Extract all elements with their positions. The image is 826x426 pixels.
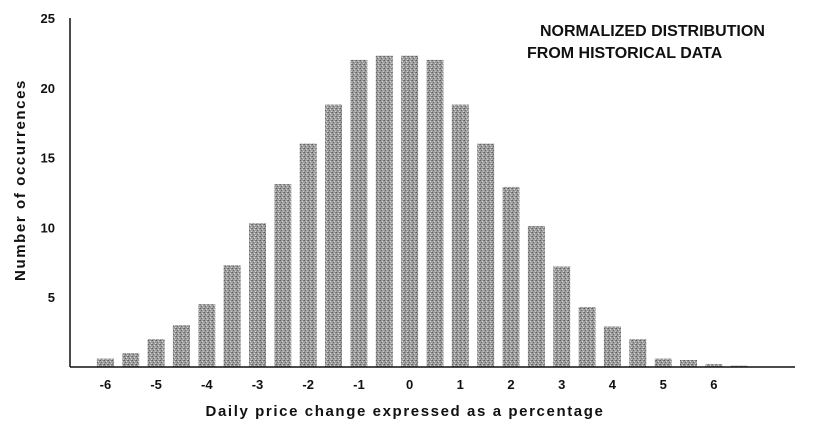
- bar-14: [451, 104, 469, 367]
- bar-23: [680, 360, 697, 367]
- bar-13: [426, 59, 444, 368]
- bar-10: [350, 59, 368, 368]
- bar-12: [401, 55, 419, 367]
- bar-15: [477, 143, 495, 367]
- bar-24: [705, 364, 723, 367]
- bar-7: [274, 184, 292, 367]
- bar-9: [325, 104, 342, 367]
- y-tick-label: 5: [48, 290, 55, 305]
- y-tick-labels: 5 10 15 20 25: [41, 11, 55, 305]
- x-tick-label: -1: [353, 377, 365, 392]
- bar-5: [223, 265, 241, 367]
- bars-layer: [96, 55, 748, 368]
- bar-19: [578, 307, 596, 367]
- x-tick-label: -6: [100, 377, 112, 392]
- x-tick-label: -2: [302, 377, 314, 392]
- x-axis-title: Daily price change expressed as a percen…: [206, 403, 605, 420]
- x-tick-label: 6: [710, 377, 717, 392]
- y-axis-title: Number of occurrences: [12, 79, 29, 281]
- x-tick-label: 5: [660, 377, 667, 392]
- x-tick-label: -3: [252, 377, 264, 392]
- y-tick-label: 25: [41, 11, 55, 26]
- bar-17: [527, 226, 545, 367]
- bar-16: [502, 186, 520, 367]
- x-tick-label: 0: [406, 377, 413, 392]
- bar-21: [629, 339, 647, 367]
- bar-11: [375, 55, 393, 367]
- y-tick-label: 20: [41, 81, 55, 96]
- bar-18: [553, 266, 571, 367]
- x-tick-label: -4: [201, 377, 213, 392]
- bar-22: [654, 358, 672, 367]
- x-tick-label: 1: [457, 377, 464, 392]
- y-tick-label: 15: [41, 151, 55, 166]
- bar-8: [299, 143, 317, 367]
- x-tick-labels: -6 -5 -4 -3 -2 -1 0 1 2 3 4 5 6: [100, 377, 718, 392]
- x-tick-label: 2: [507, 377, 514, 392]
- bar-3: [172, 325, 190, 367]
- bar-6: [249, 223, 266, 367]
- bar-2: [147, 339, 165, 367]
- bar-4: [198, 304, 216, 367]
- bar-1: [122, 353, 140, 367]
- y-tick-label: 10: [41, 220, 55, 235]
- x-tick-label: 3: [558, 377, 565, 392]
- bar-0: [96, 358, 114, 367]
- chart-title-line-2: FROM HISTORICAL DATA: [527, 45, 723, 62]
- bar-20: [603, 326, 621, 367]
- chart-title-line-1: NORMALIZED DISTRIBUTION: [540, 23, 765, 40]
- x-tick-label: -5: [150, 377, 162, 392]
- x-tick-label: 4: [609, 377, 617, 392]
